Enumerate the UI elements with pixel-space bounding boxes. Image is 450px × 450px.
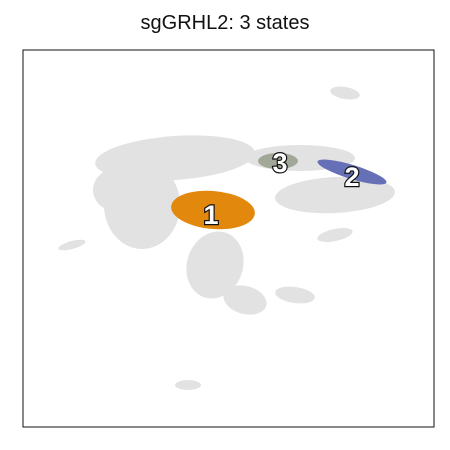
background-cells (58, 86, 395, 390)
state-3-cells (258, 153, 298, 169)
state-1-cells (171, 190, 255, 230)
background-cell-cluster (223, 285, 267, 315)
background-cell-cluster (330, 86, 360, 100)
state-2-cells (317, 159, 387, 185)
plot-frame (22, 49, 435, 428)
state-2-label: 2 (344, 162, 359, 192)
state-3-label: 3 (272, 148, 287, 178)
background-cell-cluster (186, 231, 244, 299)
background-cell-cluster (275, 176, 395, 214)
state-labels: 1 2 3 (202, 147, 360, 231)
background-cell-cluster (317, 228, 353, 242)
state-cells (171, 153, 387, 230)
chart-title: sgGRHL2: 3 states (140, 12, 310, 34)
background-cell-cluster (275, 286, 315, 304)
background-cell-cluster (93, 168, 143, 212)
background-cell-cluster (175, 380, 201, 390)
background-cell-cluster (58, 239, 86, 251)
state-1-label: 1 (203, 200, 218, 230)
